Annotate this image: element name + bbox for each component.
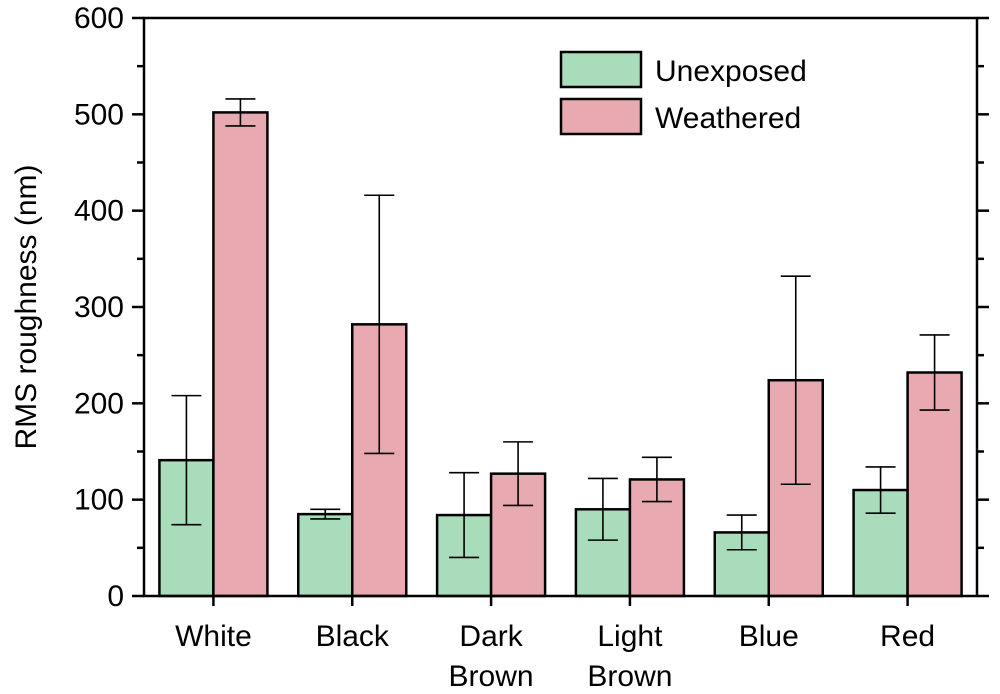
plot-frame	[142, 16, 979, 598]
legend-label: Unexposed	[655, 55, 807, 88]
bars-layer	[158, 111, 963, 598]
legend-label: Weathered	[655, 102, 801, 135]
error-bars-layer	[171, 98, 950, 559]
y-tick-labels: 0 100 200 300 400 500 600	[74, 2, 124, 613]
bar-unexposed	[297, 512, 354, 598]
x-tick-label: Red	[880, 620, 935, 653]
legend-swatch-weathered	[559, 97, 643, 136]
x-tick-label: Brown	[449, 660, 534, 693]
y-tick-label: 500	[74, 98, 124, 131]
legend: Unexposed Weathered	[559, 50, 807, 136]
y-tick-label: 100	[74, 484, 124, 517]
x-tick-label: Black	[316, 620, 390, 653]
y-tick-label: 400	[74, 195, 124, 228]
x-tick-labels: White Black Dark Brown Light Brown Blue Red	[175, 620, 935, 693]
y-tick-label: 200	[74, 387, 124, 420]
y-axis-label: RMS roughness (nm)	[10, 164, 43, 449]
bar-weathered	[212, 111, 269, 598]
x-tick-label: White	[175, 620, 252, 653]
y-tick-label: 300	[74, 291, 124, 324]
y-tick-label: 0	[107, 580, 124, 613]
y-tick-label: 600	[74, 2, 124, 35]
x-tick-label: Dark	[459, 620, 523, 653]
x-tick-label: Blue	[739, 620, 799, 653]
x-tick-label: Light	[597, 620, 663, 653]
x-tick-label: Brown	[587, 660, 672, 693]
legend-swatch-unexposed	[559, 50, 643, 89]
